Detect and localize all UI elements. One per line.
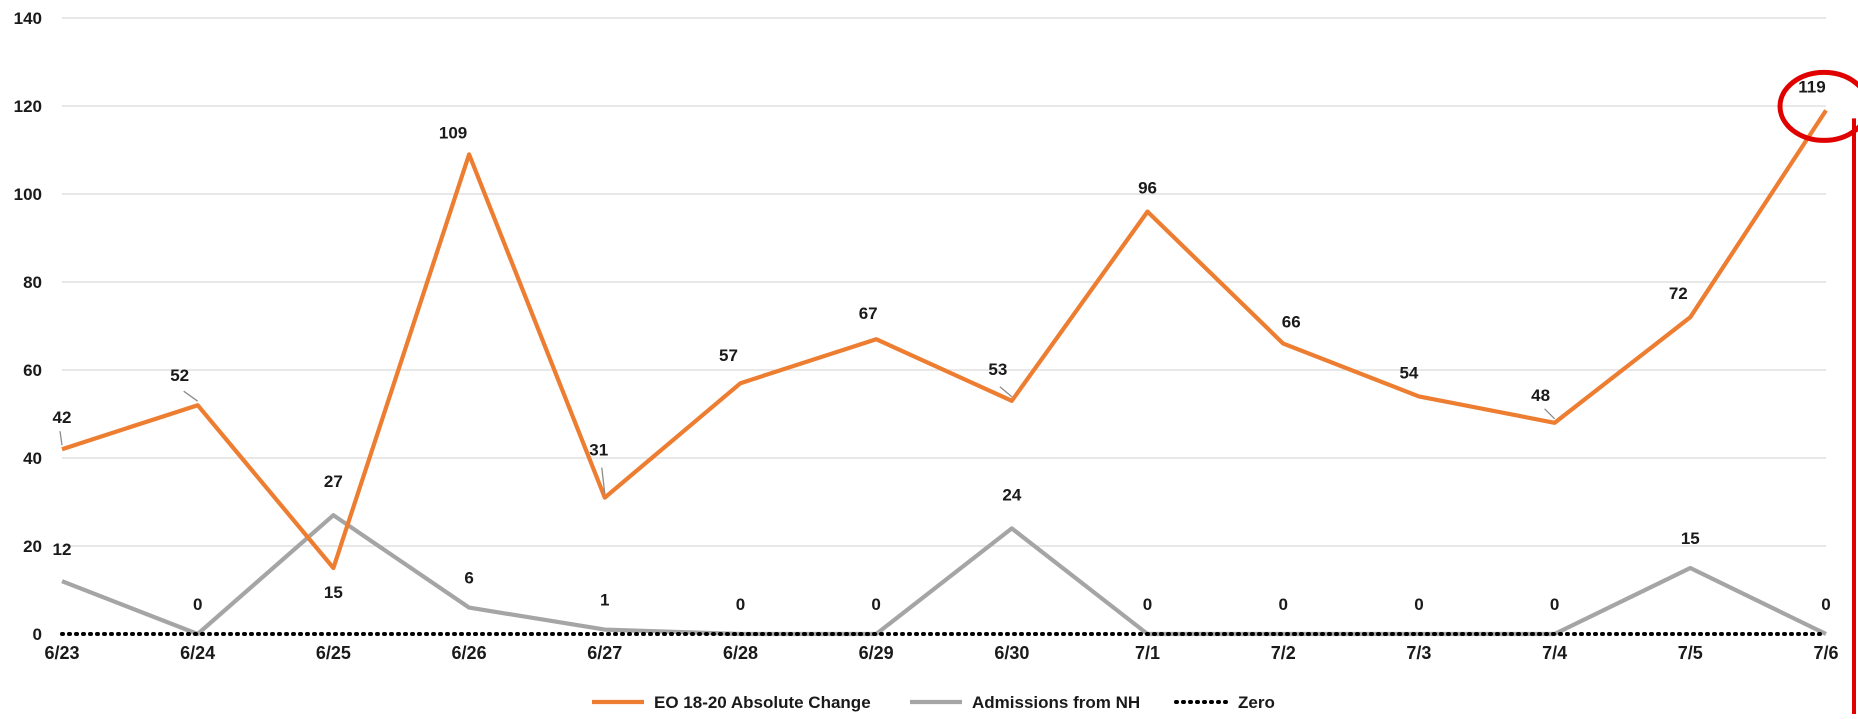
x-tick-label: 7/2 bbox=[1271, 643, 1296, 663]
y-tick-label: 120 bbox=[14, 97, 42, 116]
data-label: 42 bbox=[53, 408, 72, 427]
y-tick-label: 80 bbox=[23, 273, 42, 292]
x-axis-ticks: 6/23 6/24 6/25 6/26 6/27 6/28 6/29 6/30 7/1 7/2 7/… bbox=[44, 643, 1838, 663]
data-label: 15 bbox=[324, 583, 343, 602]
annotations bbox=[1777, 69, 1858, 714]
data-labels: 42 52 15 109 31 57 67 53 96 66 54 48 72 119 12 0 27 6 1 0 0 2… bbox=[53, 77, 1831, 614]
data-label: 31 bbox=[589, 441, 608, 460]
data-label: 54 bbox=[1399, 363, 1418, 382]
data-label: 6 bbox=[464, 569, 473, 588]
label-leader bbox=[999, 386, 1013, 398]
legend-label: Admissions from NH bbox=[972, 693, 1140, 712]
x-tick-label: 6/26 bbox=[452, 643, 487, 663]
data-label: 53 bbox=[988, 360, 1007, 379]
x-tick-label: 6/27 bbox=[587, 643, 622, 663]
series-lines bbox=[60, 109, 1828, 637]
y-tick-label: 0 bbox=[33, 625, 42, 644]
data-label: 12 bbox=[53, 540, 72, 559]
series-line-0 bbox=[61, 109, 1828, 571]
data-label: 52 bbox=[170, 366, 189, 385]
data-label: 1 bbox=[600, 591, 609, 610]
label-leader bbox=[59, 431, 63, 446]
series-line-1 bbox=[61, 513, 1827, 637]
label-leader bbox=[1544, 408, 1556, 420]
legend-label: Zero bbox=[1238, 693, 1275, 712]
x-tick-label: 6/30 bbox=[994, 643, 1029, 663]
x-tick-label: 6/23 bbox=[44, 643, 79, 663]
data-label: 66 bbox=[1282, 313, 1301, 332]
x-tick-label: 7/3 bbox=[1406, 643, 1431, 663]
y-tick-label: 140 bbox=[14, 9, 42, 28]
x-tick-label: 6/29 bbox=[859, 643, 894, 663]
x-tick-label: 7/6 bbox=[1813, 643, 1838, 663]
data-label: 67 bbox=[859, 304, 878, 323]
data-label: 0 bbox=[193, 595, 202, 614]
data-label: 24 bbox=[1002, 485, 1021, 504]
data-label: 109 bbox=[439, 123, 467, 142]
x-tick-label: 6/25 bbox=[316, 643, 351, 663]
highlight-circle bbox=[1777, 69, 1858, 143]
data-label: 96 bbox=[1138, 179, 1157, 198]
data-label: 57 bbox=[719, 346, 738, 365]
x-tick-label: 7/5 bbox=[1678, 643, 1703, 663]
x-tick-label: 7/1 bbox=[1135, 643, 1160, 663]
data-label: 48 bbox=[1531, 386, 1550, 405]
label-leader bbox=[601, 467, 606, 494]
x-tick-label: 6/24 bbox=[180, 643, 215, 663]
data-label: 72 bbox=[1669, 284, 1688, 303]
x-tick-label: 6/28 bbox=[723, 643, 758, 663]
data-label: 0 bbox=[1550, 595, 1559, 614]
label-leader bbox=[183, 390, 199, 402]
y-tick-label: 40 bbox=[23, 449, 42, 468]
data-label: 27 bbox=[324, 472, 343, 491]
x-tick-label: 7/4 bbox=[1542, 643, 1567, 663]
legend: EO 18-20 Absolute Change Admissions from … bbox=[592, 693, 1275, 712]
legend-label: EO 18-20 Absolute Change bbox=[654, 693, 871, 712]
y-axis-ticks: 0 20 40 60 80 100 120 140 bbox=[14, 9, 42, 644]
y-tick-label: 100 bbox=[14, 185, 42, 204]
data-label: 119 bbox=[1798, 77, 1825, 96]
data-label: 0 bbox=[871, 595, 880, 614]
data-label: 0 bbox=[1143, 595, 1152, 614]
data-label: 0 bbox=[1278, 595, 1287, 614]
y-tick-label: 60 bbox=[23, 361, 42, 380]
data-label: 0 bbox=[736, 595, 745, 614]
data-label: 15 bbox=[1681, 529, 1700, 548]
gridlines bbox=[62, 17, 1826, 547]
data-label: 0 bbox=[1821, 595, 1830, 614]
y-tick-label: 20 bbox=[23, 537, 42, 556]
data-label: 0 bbox=[1414, 595, 1423, 614]
